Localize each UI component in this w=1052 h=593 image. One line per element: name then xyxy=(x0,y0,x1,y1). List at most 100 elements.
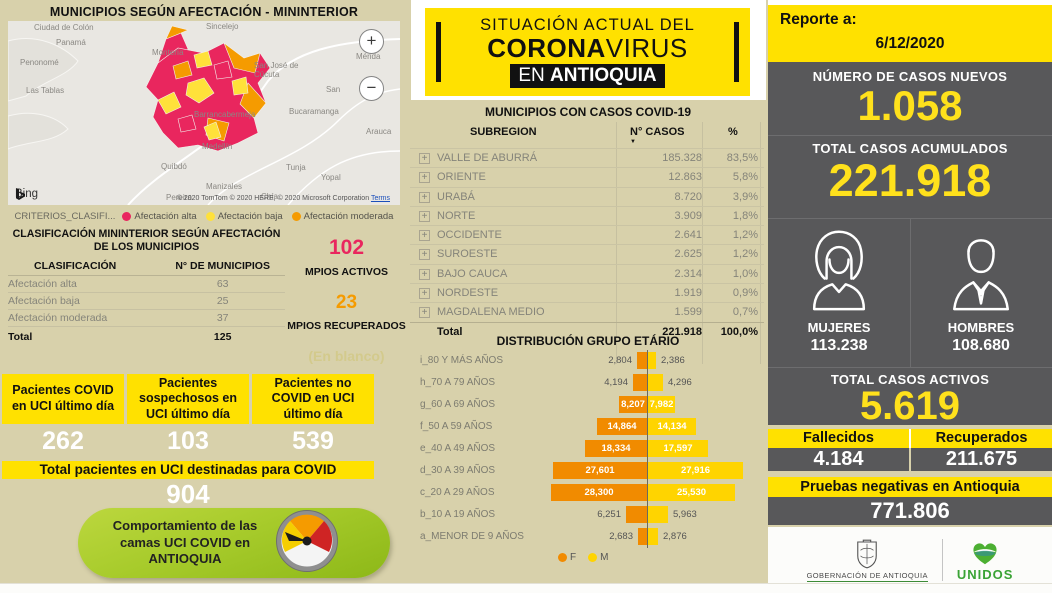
classification-row: Afectación alta 63 xyxy=(8,276,285,294)
mpios-recuperados-value: 23 xyxy=(335,292,358,313)
bing-map[interactable]: Ciudad de Colón Panamá Penonomé Las Tablas M… xyxy=(8,21,400,205)
mpios-activos-label: MPIOS ACTIVOS xyxy=(304,266,389,278)
classification-row-value: 37 xyxy=(216,312,229,325)
subregion-name: ORIENTE xyxy=(437,171,486,184)
legend-color-dot xyxy=(291,211,301,221)
legend-f-dot xyxy=(558,553,567,562)
age-chart-title: DISTRIBUCIÓN GRUPO ETÁRIO xyxy=(496,334,680,348)
subregion-row[interactable]: + NORDESTE 1.919 0,9% xyxy=(410,283,764,302)
expand-row-button[interactable]: + xyxy=(419,307,430,319)
subregion-row[interactable]: + SUROESTE 2.625 1,2% xyxy=(410,244,764,263)
gauge-icon xyxy=(276,509,338,577)
subregion-name: NORTE xyxy=(437,209,476,222)
legend-color-dot xyxy=(205,211,215,221)
municipio-stats: 102 MPIOS ACTIVOS 23 MPIOS RECUPERADOS (… xyxy=(285,228,408,364)
subregion-cases: 8.720 xyxy=(674,190,702,203)
male-bar: 27,916 xyxy=(648,462,743,479)
subregion-row[interactable]: + VALLE DE ABURRÁ 185.328 83,5% xyxy=(410,148,764,167)
divider xyxy=(909,448,911,471)
subregion-row[interactable]: + MAGDALENA MEDIO 1.599 0,7% xyxy=(410,302,764,321)
criteria-legend-label: Afectación moderada xyxy=(303,210,394,222)
men-cell: HOMBRES 108.680 xyxy=(910,219,1052,367)
female-bar: 27,601 xyxy=(553,462,647,479)
map-city-label: Sincelejo xyxy=(206,22,239,31)
subregion-name: MAGDALENA MEDIO xyxy=(437,306,545,319)
uci-card-label: Pacientes no COVID en UCI último día xyxy=(252,374,374,424)
age-group-label: a_MENOR DE 9 AÑOS xyxy=(420,531,524,542)
left-panel: MUNICIPIOS SEGÚN AFECTACIÓN - MININTERIO… xyxy=(0,0,408,583)
map-city-label: Bucaramanga xyxy=(289,107,339,116)
uci-card-value: 539 xyxy=(292,427,334,455)
female-bar xyxy=(633,374,647,391)
age-group-label: h_70 A 79 AÑOS xyxy=(420,377,496,388)
subregion-row[interactable]: + BAJO CAUCA 2.314 1,0% xyxy=(410,263,764,283)
subregion-row[interactable]: + ORIENTE 12.863 5,8% xyxy=(410,167,764,186)
expand-row-button[interactable]: + xyxy=(419,249,430,261)
age-group-label: f_50 A 59 AÑOS xyxy=(420,421,493,432)
map-zoom-in-button[interactable]: + xyxy=(359,29,384,54)
map-terms-link[interactable]: Terms xyxy=(370,195,390,202)
divider xyxy=(768,367,1052,368)
map-city-label: San xyxy=(326,85,341,94)
table-divider xyxy=(702,122,703,364)
bottom-margin xyxy=(0,583,1052,593)
age-group-label: i_80 Y MÁS AÑOS xyxy=(420,355,504,366)
map-city-label: Arauca xyxy=(366,127,392,136)
woman-icon xyxy=(812,230,866,311)
expand-row-button[interactable]: + xyxy=(419,210,430,222)
criteria-legend: CRITERIOS_CLASIFI... Afectación alta Afec… xyxy=(0,208,408,224)
classification-total-row: Total 125 xyxy=(8,327,285,346)
classification-row-label: Afectación alta xyxy=(8,278,77,291)
female-value-label: 28,300 xyxy=(584,487,614,498)
expand-row-button[interactable]: + xyxy=(419,288,430,300)
divider xyxy=(768,135,1052,136)
map-city-label: Manizales xyxy=(206,182,243,191)
map-city-label: San José de Cúcuta xyxy=(254,61,299,80)
uci-cards-row: Pacientes COVID en UCI último día 262 Paci… xyxy=(2,374,374,456)
expand-row-button[interactable]: + xyxy=(419,230,430,242)
age-group-row: h_70 A 79 AÑOS 4,194 4,296 xyxy=(410,372,764,394)
female-value-label: 6,251 xyxy=(597,509,621,520)
subregion-cases: 1.919 xyxy=(674,287,702,300)
legend-f-label: F xyxy=(570,552,577,563)
banner-line1: SITUACIÓN ACTUAL DEL xyxy=(480,16,695,35)
active-cases-label: TOTAL CASOS ACTIVOS xyxy=(830,372,990,387)
expand-row-button[interactable]: + xyxy=(419,191,430,203)
female-bar xyxy=(637,352,647,369)
table-divider xyxy=(760,122,761,364)
map-city-label: Montería xyxy=(152,48,184,57)
subregion-cases: 12.863 xyxy=(668,171,702,184)
age-group-row: c_20 A 29 AÑOS 28,300 25,530 xyxy=(410,482,764,504)
subregion-pct: 1,0% xyxy=(732,267,758,280)
expand-row-button[interactable]: + xyxy=(419,153,430,164)
banner-brand-light: VIRUS xyxy=(605,33,688,64)
subregion-total-pct: 100,0% xyxy=(720,325,758,338)
classification-total-value: 125 xyxy=(213,330,232,343)
banner-tag-light: EN xyxy=(518,64,551,86)
cases-summary-block: NÚMERO DE CASOS NUEVOS 1.058 TOTAL CASOS… xyxy=(768,62,1052,428)
uci-total-label: Total pacientes en UCI destinadas para C… xyxy=(2,461,374,479)
sort-descending-icon[interactable]: ▼ xyxy=(630,139,636,145)
age-distribution-chart: i_80 Y MÁS AÑOS 2,804 2,386 h_70 A 79 AÑOS 4… xyxy=(410,350,764,548)
expand-row-button[interactable]: + xyxy=(419,268,430,280)
expand-row-button[interactable]: + xyxy=(419,172,430,184)
deaths-recovered-header: Fallecidos Recuperados xyxy=(768,429,1052,448)
map-city-label: Medellín xyxy=(202,142,233,151)
map-zoom-out-button[interactable]: − xyxy=(359,76,384,101)
women-value: 113.238 xyxy=(810,337,868,354)
mpios-activos-value: 102 xyxy=(328,236,365,259)
subregion-row[interactable]: + OCCIDENTE 2.641 1,2% xyxy=(410,225,764,244)
antioquia-region-shapes xyxy=(145,25,271,152)
subregion-row[interactable]: + NORTE 3.909 1,8% xyxy=(410,205,764,225)
subregion-row[interactable]: + URABÁ 8.720 3,9% xyxy=(410,186,764,206)
age-group-row: b_10 A 19 AÑOS 6,251 5,963 xyxy=(410,504,764,526)
uci-behavior-button[interactable]: Comportamiento de las camas UCI COVID en… xyxy=(78,508,390,578)
uci-card-value: 103 xyxy=(167,427,209,455)
man-icon xyxy=(953,239,1009,311)
map-city-label: Panamá xyxy=(56,38,86,47)
subregion-name: BAJO CAUCA xyxy=(437,267,508,280)
criteria-legend-label: Afectación alta xyxy=(134,210,197,222)
col-cases[interactable]: N° CASOS xyxy=(630,126,685,138)
banner-left-bar xyxy=(436,22,441,82)
uci-card: Pacientes no COVID en UCI último día 539 xyxy=(252,374,374,456)
